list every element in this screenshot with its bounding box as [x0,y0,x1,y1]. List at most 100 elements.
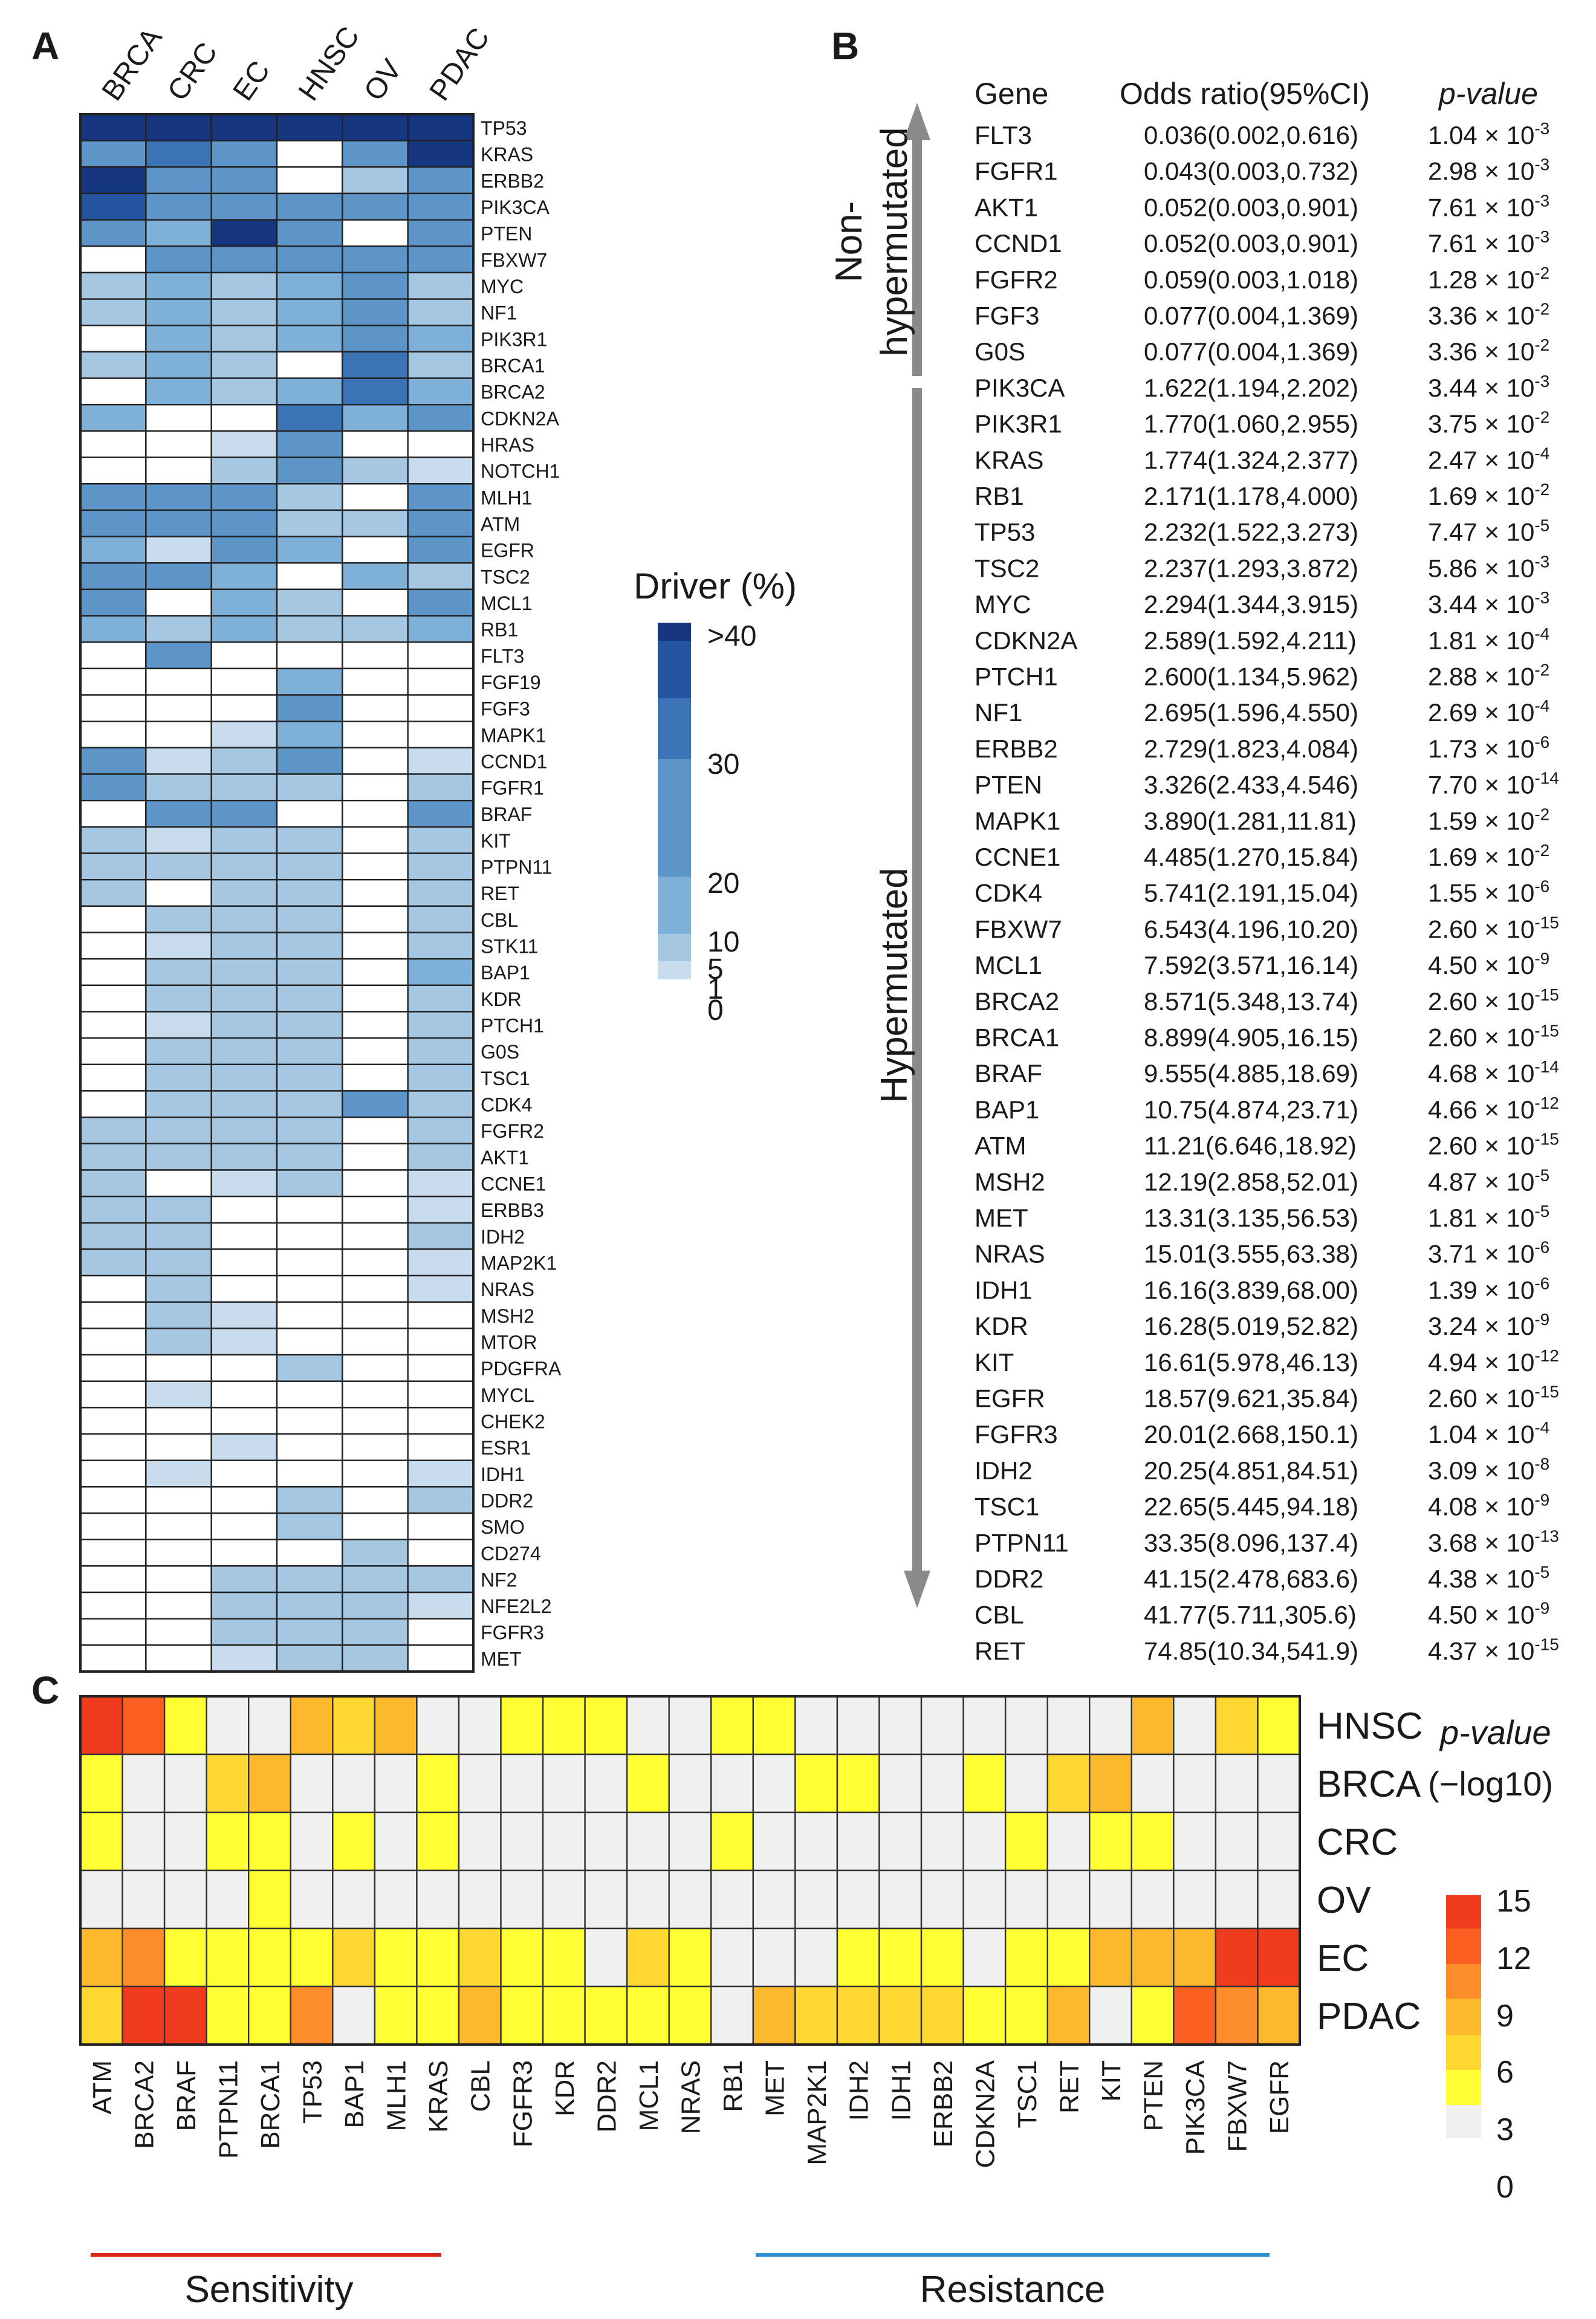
table-b-gene: TSC2 [975,554,1039,582]
table-b-pvalue: 2.60 × 10-15 [1428,1130,1559,1160]
panel-c-legend-bar [1446,1895,1481,2138]
heatmap-a-cell [145,1459,212,1488]
heatmap-a-cell [210,721,278,749]
heatmap-c-cell [1004,1695,1048,1756]
heatmap-c-cell [710,1695,754,1756]
heatmap-a-cell [407,1222,475,1250]
heatmap-a-row-label: AKT1 [481,1147,529,1169]
heatmap-a-cell [79,1037,147,1065]
pvalue-mantissa: 1.28 [1428,265,1478,294]
heatmap-a-cell [145,1539,212,1567]
heatmap-a-cell [210,1195,278,1224]
heatmap-a-cell [79,852,147,881]
heatmap-a-cell [210,1274,278,1303]
heatmap-c-cell [668,1927,712,1988]
heatmap-a-cell [342,1486,409,1514]
heatmap-c-cell [542,1985,586,2046]
heatmap-a-cell [145,192,212,221]
heatmap-a-cell [145,721,212,749]
heatmap-a-cell [407,878,475,907]
heatmap-c-cell [122,1811,166,1872]
table-b-gene: ERBB2 [975,735,1058,763]
heatmap-a-cell [407,1354,475,1382]
heatmap-a-cell [210,483,278,511]
heatmap-a-cell [145,1591,212,1620]
heatmap-a-cell [276,1591,343,1620]
heatmap-c-cell [920,1985,964,2046]
pvalue-exponent: -15 [1534,1383,1559,1401]
pvalue-times-ten: × 10 [1478,302,1535,330]
table-b-odds-ratio: 22.65(5.445,94.18) [1144,1493,1358,1521]
legend-a-tick-label: 30 [707,748,739,780]
pvalue-mantissa: 4.68 [1428,1059,1478,1088]
heatmap-a-cell [407,721,475,749]
table-b-odds-ratio: 4.485(1.270,15.84) [1144,843,1358,871]
heatmap-c-column-label: MLH1 [382,2060,412,2131]
table-b-pvalue: 7.47 × 10-5 [1428,516,1549,547]
heatmap-c-cell [542,1753,586,1814]
pvalue-exponent: -5 [1534,516,1549,535]
heatmap-a-cell [79,377,147,406]
heatmap-a-cell [342,562,409,591]
heatmap-c-column-label: PIK3CA [1181,2060,1210,2155]
heatmap-a-cell [407,1116,475,1144]
panel-b-label: B [831,24,859,68]
heatmap-a-cell [79,1143,147,1171]
heatmap-c-cell [878,1985,923,2046]
table-b-pvalue: 4.37 × 10-15 [1428,1635,1559,1665]
table-b-gene: IDH2 [975,1456,1033,1485]
panel-c-legend-title: p-value [1439,1713,1551,1751]
pvalue-mantissa: 4.66 [1428,1095,1478,1124]
pvalue-times-ten: × 10 [1478,410,1535,438]
heatmap-a-cell [342,430,409,458]
table-b-odds-ratio: 18.57(9.621,35.84) [1144,1384,1358,1413]
heatmap-c-cell [458,1753,502,1814]
heatmap-a-cell [210,1380,278,1409]
heatmap-a-cell [210,192,278,221]
heatmap-a-cell [145,1169,212,1198]
legend-a-tick-label: 20 [707,868,739,900]
heatmap-a-cell [210,1644,278,1673]
table-b-pvalue: 4.94 × 10-12 [1428,1346,1559,1377]
heatmap-a-cell [407,1459,475,1488]
table-b-gene: BRCA2 [975,987,1059,1016]
heatmap-a-cell [210,298,278,326]
heatmap-a-row-label: RB1 [481,619,518,641]
panel-a-legend-bar [658,623,691,979]
heatmap-a-cell [407,1195,475,1224]
heatmap-c-column-label: IDH1 [886,2060,916,2121]
heatmap-c-cell [710,1811,754,1872]
heatmap-a-cell [210,1591,278,1620]
heatmap-a-cell [145,1433,212,1461]
pvalue-exponent: -15 [1534,913,1559,932]
table-b-gene: FBXW7 [975,915,1062,943]
heatmap-c-cell [79,1869,123,1930]
heatmap-c-cell [668,1985,712,2046]
panel-c-column-labels: ATM BRCA2 BRAF PTPN11 BRCA1 TP53 BAP1 MLH1 KRAS C… [88,2060,1294,2168]
pvalue-mantissa: 1.04 [1428,1420,1478,1448]
table-b-pvalue: 1.73 × 10-6 [1428,733,1549,763]
arrow-up-shaft [912,124,922,381]
heatmap-a-cell [210,430,278,458]
heatmap-a-cell [276,958,343,987]
heatmap-c-row-label: BRCA [1317,1763,1421,1805]
table-b-odds-ratio: 16.61(5.978,46.13) [1144,1348,1358,1377]
heatmap-c-cell [626,1869,670,1930]
heatmap-a-cell [210,1011,278,1039]
pvalue-mantissa: 7.70 [1428,771,1478,799]
heatmap-a-cell [276,747,343,775]
heatmap-a-cell [210,1222,278,1250]
pvalue-mantissa: 1.69 [1428,482,1478,510]
pvalue-exponent: -12 [1534,1094,1559,1112]
table-b-odds-ratio: 15.01(3.555,63.38) [1144,1240,1358,1268]
heatmap-a-cell [145,615,212,643]
table-b-odds-ratio: 0.077(0.004,1.369) [1144,302,1358,330]
heatmap-c-cell [626,1927,670,1988]
heatmap-c-cell [836,1985,880,2046]
heatmap-a-row-label: ERBB3 [481,1199,544,1221]
pvalue-mantissa: 3.09 [1428,1456,1478,1485]
heatmap-c-column-label: FGFR3 [508,2060,537,2147]
pvalue-mantissa: 3.24 [1428,1312,1478,1340]
heatmap-a-cell [276,1459,343,1488]
heatmap-c-cell [1004,1869,1048,1930]
